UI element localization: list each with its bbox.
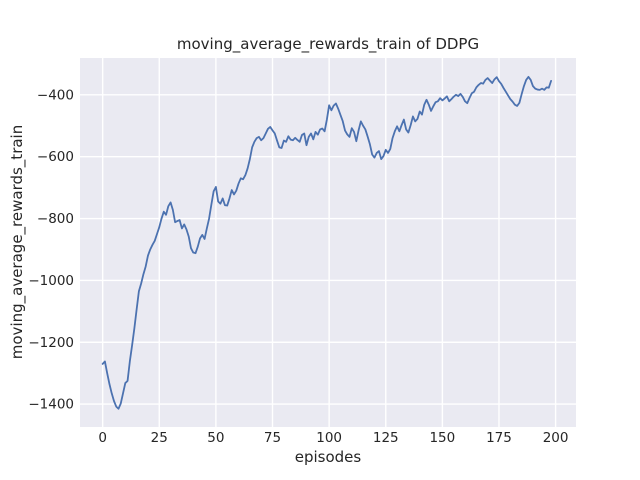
y-tick-label: −600 bbox=[37, 149, 74, 165]
x-tick-label: 100 bbox=[316, 430, 342, 446]
chart-title: moving_average_rewards_train of DDPG bbox=[176, 35, 480, 53]
x-tick-label: 125 bbox=[373, 430, 399, 446]
y-tick-label: −800 bbox=[37, 211, 74, 227]
x-tick-label: 150 bbox=[429, 430, 455, 446]
x-tick-label: 75 bbox=[264, 430, 281, 446]
plot-background bbox=[80, 58, 576, 427]
x-axis-label: episodes bbox=[294, 448, 362, 466]
y-tick-label: −1200 bbox=[28, 335, 74, 351]
y-tick-label: −400 bbox=[37, 87, 74, 103]
x-tick-label: 0 bbox=[98, 430, 107, 446]
x-tick-label: 175 bbox=[486, 430, 512, 446]
y-tick-label: −1000 bbox=[28, 273, 74, 289]
x-tick-label: 25 bbox=[151, 430, 168, 446]
x-tick-label: 200 bbox=[543, 430, 569, 446]
x-tick-label: 50 bbox=[207, 430, 224, 446]
reward-line bbox=[101, 75, 552, 410]
y-tick-label: −1400 bbox=[28, 397, 74, 413]
